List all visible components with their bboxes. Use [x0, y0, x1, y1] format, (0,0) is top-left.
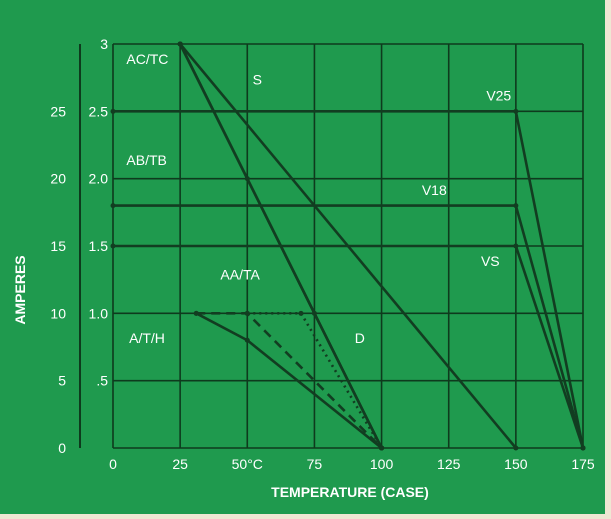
x-tick-label: 75: [307, 456, 323, 472]
y-tick-label-amperes: 3: [100, 36, 108, 52]
data-point-7-0: [110, 203, 116, 209]
series-label: VS: [481, 253, 500, 269]
data-point-3-1: [244, 337, 250, 343]
y-axis-label: AMPERES: [12, 255, 28, 324]
data-point-1-1: [513, 445, 519, 451]
series-label: AB/TB: [126, 152, 166, 168]
data-point-2-2: [311, 310, 317, 316]
data-point-4-0: [193, 310, 199, 316]
tick-labels: 0 25 50°C 75 100 125 150 175 0 .5 5 1.0 10 1.5 15 2.0 20…: [50, 36, 594, 472]
data-point-6-1: [513, 108, 519, 114]
y-tick-label-amperes: 2.0: [89, 171, 109, 187]
x-tick-label: 50°C: [232, 456, 263, 472]
series-label: D: [355, 330, 365, 346]
y-tick-label-outer: 25: [50, 103, 66, 119]
series-label: V18: [422, 182, 447, 198]
y-tick-label-amperes: 2.5: [89, 103, 109, 119]
annotations: AC/TC S V25 AB/TB V18 VS AA/TA A/T/H D: [126, 51, 511, 346]
data-point-6-0: [110, 108, 116, 114]
series-label: A/T/H: [129, 330, 165, 346]
data-point-7-1: [513, 203, 519, 209]
x-tick-label: 25: [172, 456, 188, 472]
data-point-8-2: [580, 445, 586, 451]
x-tick-label: 100: [370, 456, 394, 472]
series-label: AA/TA: [220, 267, 260, 283]
x-tick-label: 175: [571, 456, 595, 472]
data-point-5-1: [298, 310, 304, 316]
y-tick-label-outer: 15: [50, 238, 66, 254]
y-tick-label-outer: 10: [50, 305, 66, 321]
series-label: S: [253, 71, 262, 87]
data-point-2-1: [244, 176, 250, 182]
x-axis-label: TEMPERATURE (CASE): [271, 484, 429, 500]
data-point-5-2: [379, 445, 385, 451]
y-tick-label-outer: 5: [58, 373, 66, 389]
data-point-8-0: [110, 243, 116, 249]
y-tick-label-amperes: 1.0: [89, 305, 109, 321]
series-label: V25: [486, 88, 511, 104]
x-tick-label: 150: [504, 456, 528, 472]
x-tick-label: 0: [109, 456, 117, 472]
y-tick-label-amperes: 1.5: [89, 238, 109, 254]
series-label: AC/TC: [126, 51, 168, 67]
data-point-8-1: [513, 243, 519, 249]
y-tick-label-outer: 0: [58, 440, 66, 456]
data-point-5-0: [244, 310, 250, 316]
y-tick-label-amperes: .5: [96, 373, 108, 389]
data-point-2-0: [177, 41, 183, 47]
x-tick-label: 125: [437, 456, 461, 472]
y-tick-label-outer: 20: [50, 171, 66, 187]
series-layer: [110, 41, 586, 451]
